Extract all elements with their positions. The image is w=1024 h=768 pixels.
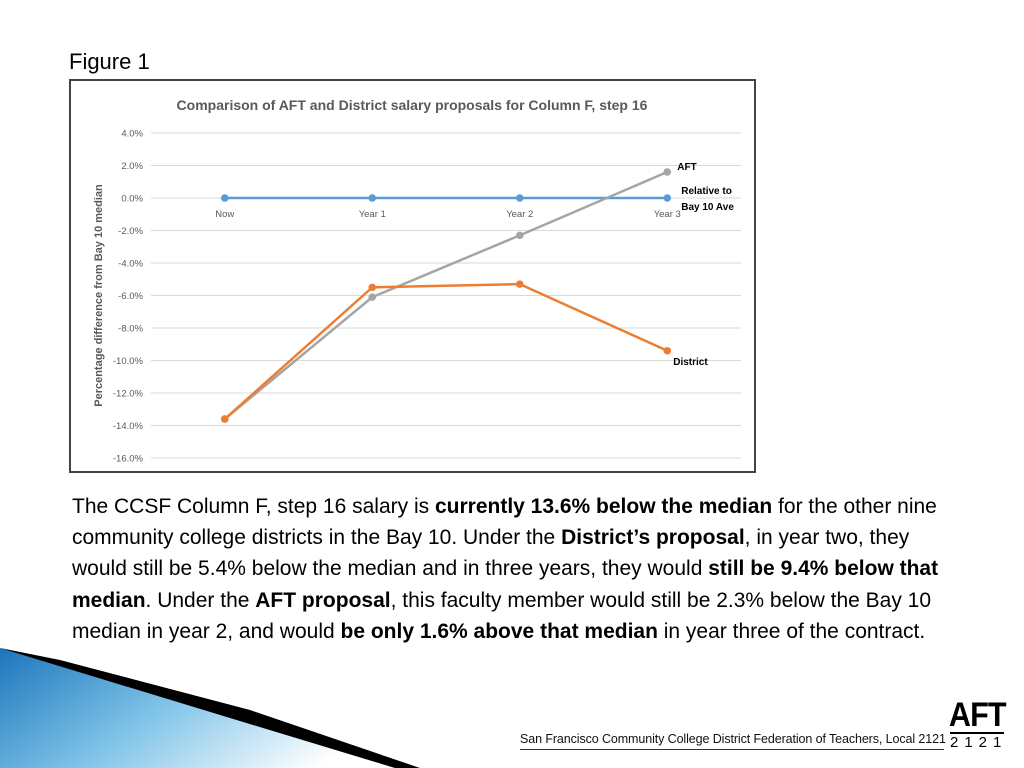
annotation-aft: AFT [677,162,696,173]
logo-wordmark: AFT [948,696,1007,734]
series-line-district [223,282,668,420]
data-point-district [368,283,377,292]
data-point-aft [368,293,377,301]
body-text-4: . Under the [145,588,256,612]
body-text-2: for the other nine community college dis… [72,495,937,550]
x-tick-label: Year 3 [654,209,681,220]
chart-panel: Comparison of AFT and District salary pr… [69,79,756,473]
y-axis-label: Percentage difference from Bay 10 median [93,184,105,407]
aft-logo: AFT 2121 [946,696,1008,751]
data-point-relative-to-bay-10-ave [220,194,229,202]
y-tick-label: -2.0% [118,226,143,237]
body-text-1: The CCSF Column F, step 16 salary is [72,495,435,518]
chart-title: Comparison of AFT and District salary pr… [177,97,648,113]
data-point-relative-to-bay-10-ave [515,194,524,202]
body-text-5: , this faculty member would still be 2.3… [72,588,932,643]
logo-local-number: 2121 [950,732,1008,751]
y-tick-label: 4.0% [121,129,143,140]
data-point-district [515,280,524,288]
data-point-aft [515,231,524,240]
annotation-relative-line1: Relative to [681,186,732,197]
x-tick-label: Now [215,209,234,220]
y-tick-label: -4.0% [118,259,143,270]
data-point-aft [663,168,672,176]
footer-org-name: San Francisco Community College District… [520,732,946,746]
footer-divider [520,749,944,750]
y-tick-label: -12.0% [113,389,144,400]
annotation-district: District [673,357,708,368]
body-paragraph: The CCSF Column F, step 16 salary is cur… [72,491,952,647]
figure-caption: Figure 1 [69,49,150,74]
body-bold-5: be only 1.6% above that median [340,619,658,643]
body-text-6: in year three of the contract. [657,619,926,643]
series-line-aft [223,170,668,420]
y-tick-label: -8.0% [118,324,143,335]
annotation-relative-line2: Bay 10 Ave [681,202,734,213]
x-tick-label: Year 1 [359,209,386,220]
x-tick-label: Year 2 [506,209,533,220]
y-tick-label: -16.0% [113,454,144,465]
data-point-district [220,415,229,423]
data-point-relative-to-bay-10-ave [663,194,672,202]
y-tick-label: 2.0% [121,161,143,172]
y-tick-label: -6.0% [118,291,143,302]
data-point-relative-to-bay-10-ave [368,194,377,202]
line-chart: Comparison of AFT and District salary pr… [93,97,741,465]
body-bold-1: currently 13.6% below the median [434,495,773,518]
data-point-district [663,346,672,355]
y-tick-label: 0.0% [121,194,143,205]
body-bold-2: District’s proposal [561,526,745,550]
y-tick-label: -10.0% [113,356,144,367]
body-bold-4: AFT proposal [255,588,391,612]
y-tick-label: -14.0% [113,421,144,432]
body-bold-3: still be 9.4% below that median [72,557,939,612]
body-text-3: , in year two, they would still be 5.4% … [72,526,910,581]
